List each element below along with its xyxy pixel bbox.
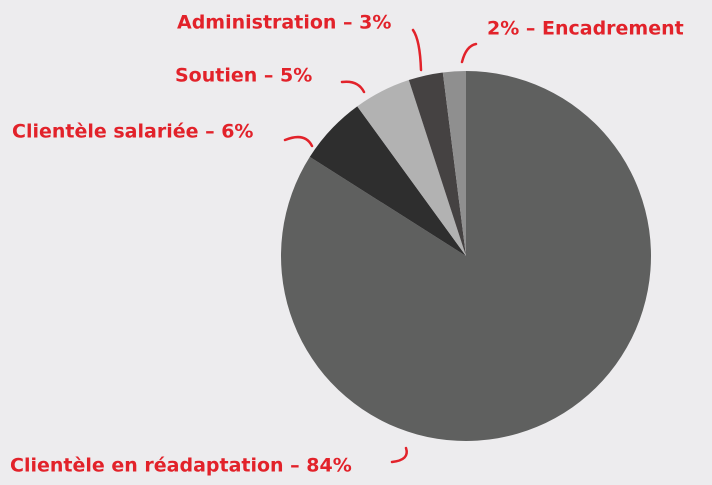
slice-label: Clientèle salariée – 6%: [12, 121, 253, 143]
slice-label: Administration – 3%: [177, 12, 391, 34]
leader-line: [460, 42, 478, 64]
leader-line: [283, 135, 314, 148]
leader-lines: [283, 28, 478, 464]
leader-line: [411, 28, 423, 72]
leader-line: [390, 446, 408, 464]
pie-slice: [408, 72, 466, 257]
pie-slice: [442, 71, 466, 256]
slice-label: Soutien – 5%: [175, 65, 312, 87]
pie-slice: [309, 106, 466, 257]
slice-label: Clientèle en réadaptation – 84%: [10, 455, 352, 477]
pie-slice: [357, 80, 466, 257]
leader-line: [340, 80, 366, 94]
slice-label: 2% – Encadrement: [487, 18, 684, 40]
